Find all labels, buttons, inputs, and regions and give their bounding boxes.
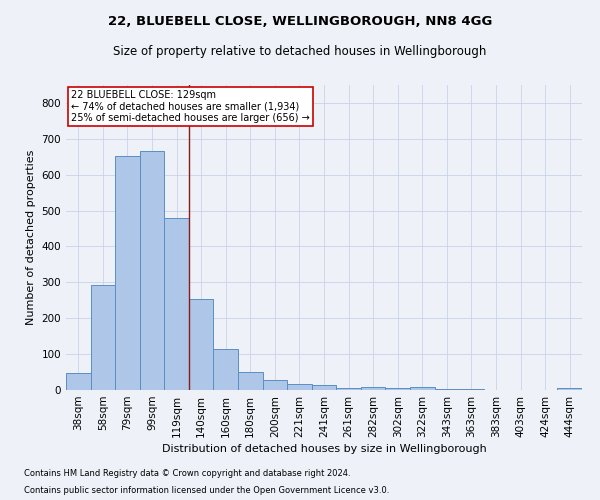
Bar xyxy=(410,387,434,390)
Text: Contains public sector information licensed under the Open Government Licence v3: Contains public sector information licen… xyxy=(24,486,389,495)
Bar xyxy=(287,384,312,390)
Bar xyxy=(164,218,189,390)
Bar xyxy=(189,299,214,390)
Bar xyxy=(263,380,287,390)
Bar xyxy=(312,384,336,390)
Bar xyxy=(557,388,582,390)
X-axis label: Distribution of detached houses by size in Wellingborough: Distribution of detached houses by size … xyxy=(161,444,487,454)
Bar xyxy=(459,389,484,390)
Bar xyxy=(214,349,238,390)
Bar xyxy=(385,388,410,390)
Bar xyxy=(336,388,361,390)
Y-axis label: Number of detached properties: Number of detached properties xyxy=(26,150,36,325)
Text: 22, BLUEBELL CLOSE, WELLINGBOROUGH, NN8 4GG: 22, BLUEBELL CLOSE, WELLINGBOROUGH, NN8 … xyxy=(108,15,492,28)
Text: 22 BLUEBELL CLOSE: 129sqm
← 74% of detached houses are smaller (1,934)
25% of se: 22 BLUEBELL CLOSE: 129sqm ← 74% of detac… xyxy=(71,90,310,123)
Bar xyxy=(66,374,91,390)
Bar xyxy=(91,285,115,390)
Bar xyxy=(238,372,263,390)
Bar xyxy=(361,388,385,390)
Bar xyxy=(140,150,164,390)
Bar xyxy=(115,156,140,390)
Text: Contains HM Land Registry data © Crown copyright and database right 2024.: Contains HM Land Registry data © Crown c… xyxy=(24,468,350,477)
Text: Size of property relative to detached houses in Wellingborough: Size of property relative to detached ho… xyxy=(113,45,487,58)
